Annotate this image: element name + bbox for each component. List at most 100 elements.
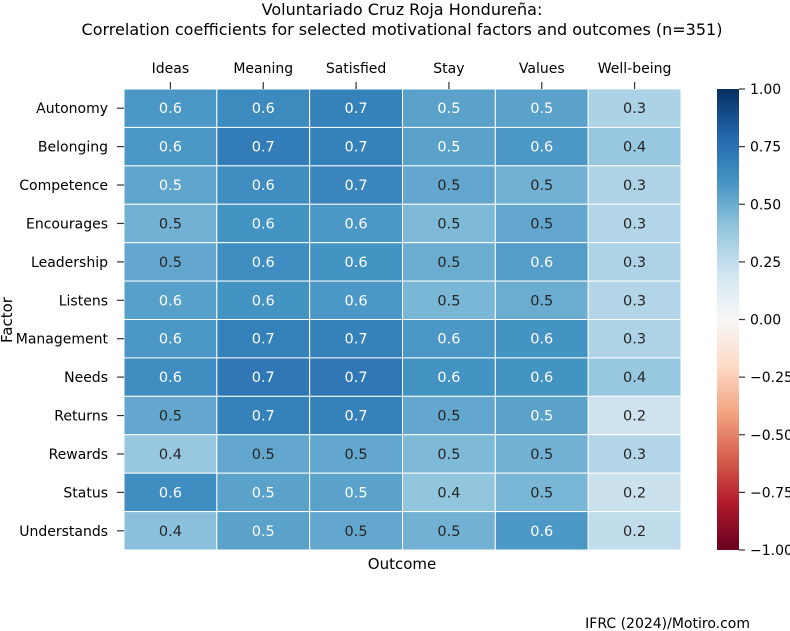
cell-value-label: 0.5 — [530, 485, 553, 501]
heatmap-cell — [216, 88, 311, 128]
cell-value-label: 0.5 — [345, 447, 368, 463]
heatmap-cell — [494, 242, 589, 282]
heatmap-cell — [587, 165, 682, 205]
source-credit: IFRC (2024)/Motiro.com — [585, 616, 750, 631]
cell-value-label: 0.5 — [437, 447, 460, 463]
cell-value-label: 0.5 — [437, 293, 460, 309]
cell-value-label: 0.6 — [530, 524, 553, 540]
row-labels: Autonomy Belonging Competence Encourages Lea… — [16, 101, 124, 540]
cell-value-label: 0.5 — [437, 255, 460, 271]
heatmap-cell — [216, 434, 311, 474]
cell-value-label: 0.4 — [623, 140, 646, 156]
cell-value-label: 0.7 — [345, 332, 368, 348]
column-label: Values — [519, 61, 565, 77]
cell-value-label: 0.5 — [252, 485, 275, 501]
heatmap-cell — [123, 242, 218, 282]
cell-value-label: 0.5 — [345, 524, 368, 540]
heatmap-cell — [123, 434, 218, 474]
heatmap-cell — [123, 88, 218, 128]
heatmap-cell — [587, 242, 682, 282]
row-label: Listens — [59, 293, 108, 309]
column-label: Ideas — [152, 61, 190, 77]
row-label: Autonomy — [36, 101, 108, 117]
column-label: Well-being — [598, 61, 672, 77]
heatmap-cell — [309, 395, 403, 436]
colorbar-ticks: 1.00 0.75 0.50 0.25 0.00 −0.25 −0.50 −0.75 −1.00 — [739, 82, 790, 559]
cell-value-label: 0.5 — [437, 178, 460, 194]
heatmap-cell — [216, 395, 311, 436]
colorbar-tick-label: 1.00 — [750, 82, 781, 98]
cell-value-label: 0.5 — [530, 447, 553, 463]
cell-value-label: 0.7 — [345, 178, 368, 194]
heatmap-cell — [587, 88, 682, 128]
cell-value-label: 0.6 — [530, 140, 553, 156]
heatmap-cell — [587, 511, 682, 551]
cell-value-label: 0.5 — [252, 447, 275, 463]
heatmap-cells: 0.6 0.6 0.7 0.5 0.5 0.3 0.6 0.7 0.7 0.5 0.6 0.4 0.5 0… — [123, 88, 682, 551]
cell-value-label: 0.6 — [437, 332, 460, 348]
cell-value-label: 0.6 — [159, 293, 182, 309]
cell-value-label: 0.5 — [437, 101, 460, 117]
x-axis-label: Outcome — [368, 555, 436, 573]
cell-value-label: 0.7 — [252, 140, 275, 156]
chart-title-line2: Correlation coefficients for selected mo… — [82, 20, 723, 39]
cell-value-label: 0.3 — [623, 178, 646, 194]
column-label: Meaning — [233, 61, 293, 77]
cell-value-label: 0.6 — [252, 178, 275, 194]
cell-value-label: 0.3 — [623, 332, 646, 348]
cell-value-label: 0.2 — [623, 485, 646, 501]
heatmap-cell — [587, 126, 682, 167]
heatmap-cell — [309, 319, 403, 359]
heatmap-cell — [494, 357, 589, 397]
cell-value-label: 0.4 — [159, 447, 182, 463]
row-label: Status — [63, 485, 108, 501]
heatmap-cell — [587, 203, 682, 244]
heatmap-cell — [494, 203, 589, 244]
cell-value-label: 0.5 — [345, 485, 368, 501]
cell-value-label: 0.6 — [159, 485, 182, 501]
cell-value-label: 0.5 — [159, 178, 182, 194]
heatmap-cell — [309, 242, 403, 282]
cell-value-label: 0.6 — [437, 370, 460, 386]
colorbar-tick-label: −1.00 — [750, 543, 790, 559]
heatmap-cell — [123, 319, 218, 359]
heatmap-cell — [402, 511, 496, 551]
cell-value-label: 0.6 — [252, 255, 275, 271]
row-label: Leadership — [31, 255, 108, 271]
cell-value-label: 0.5 — [530, 101, 553, 117]
cell-value-label: 0.7 — [345, 409, 368, 425]
heatmap-cell — [402, 242, 496, 282]
cell-value-label: 0.7 — [252, 332, 275, 348]
cell-value-label: 0.6 — [252, 101, 275, 117]
row-label: Belonging — [38, 140, 108, 156]
cell-value-label: 0.5 — [252, 524, 275, 540]
cell-value-label: 0.2 — [623, 409, 646, 425]
heatmap-cell — [402, 472, 496, 513]
cell-value-label: 0.5 — [159, 255, 182, 271]
cell-value-label: 0.7 — [345, 370, 368, 386]
cell-value-label: 0.5 — [530, 293, 553, 309]
cell-value-label: 0.7 — [252, 370, 275, 386]
cell-value-label: 0.5 — [159, 409, 182, 425]
row-label: Encourages — [26, 216, 108, 232]
cell-value-label: 0.2 — [623, 524, 646, 540]
colorbar-tick-label: 0.50 — [750, 197, 781, 213]
cell-value-label: 0.6 — [345, 216, 368, 232]
cell-value-label: 0.6 — [159, 332, 182, 348]
cell-value-label: 0.5 — [530, 409, 553, 425]
heatmap-cell — [402, 203, 496, 244]
row-label: Returns — [54, 409, 108, 425]
cell-value-label: 0.6 — [345, 255, 368, 271]
colorbar-tick-label: 0.00 — [750, 313, 781, 329]
cell-value-label: 0.6 — [345, 293, 368, 309]
heatmap-cell — [309, 203, 403, 244]
cell-value-label: 0.3 — [623, 293, 646, 309]
row-label: Rewards — [49, 447, 108, 463]
cell-value-label: 0.5 — [159, 216, 182, 232]
row-label: Understands — [19, 524, 108, 540]
cell-value-label: 0.5 — [437, 216, 460, 232]
heatmap-cell — [587, 472, 682, 513]
colorbar — [717, 89, 739, 550]
heatmap-cell — [402, 319, 496, 359]
heatmap-cell — [309, 511, 403, 551]
